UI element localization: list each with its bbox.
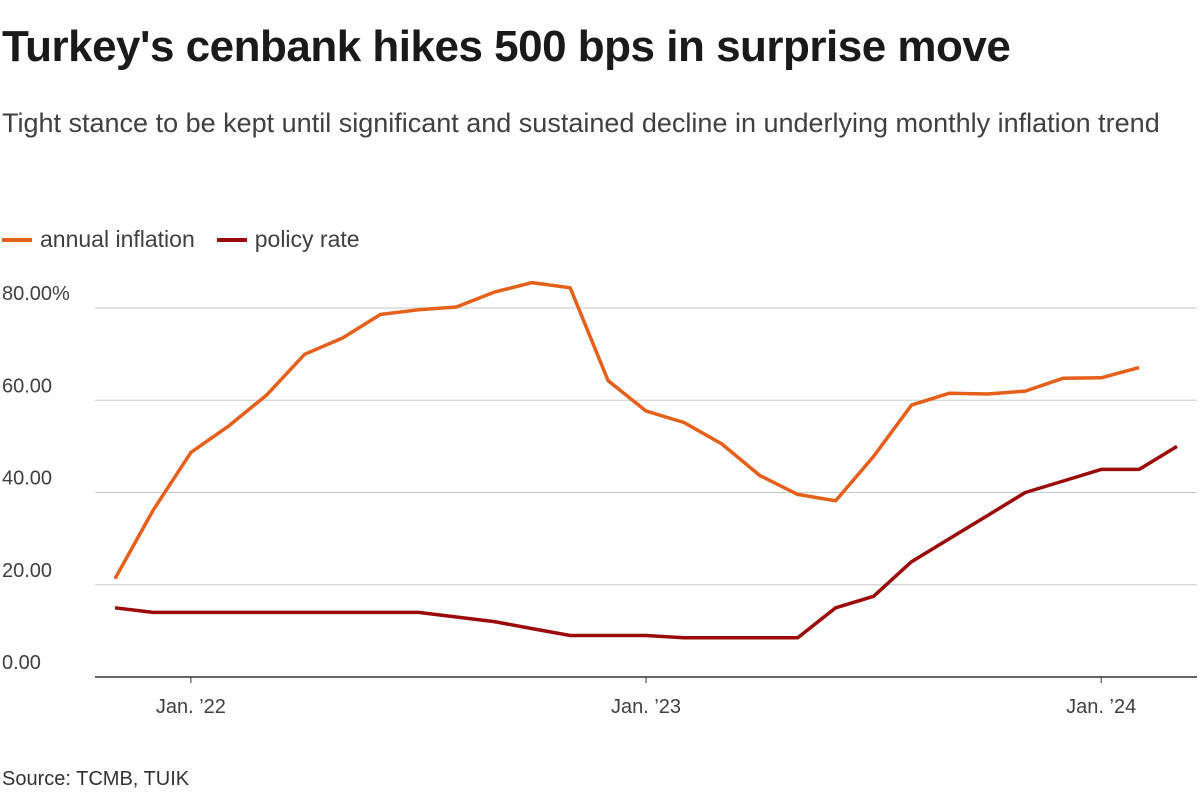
y-tick-label: 20.00 <box>2 560 52 582</box>
legend-label: annual inflation <box>40 226 195 252</box>
series-line-policy-rate <box>114 444 1178 640</box>
legend-swatch-annual-inflation <box>2 237 32 242</box>
x-tick-label: Jan. ’22 <box>156 696 226 718</box>
legend-item-annual-inflation: annual inflation <box>2 226 195 253</box>
legend-item-policy-rate: policy rate <box>216 226 360 253</box>
x-tick-label: Jan. ’23 <box>611 696 681 718</box>
chart-subtitle: Tight stance to be kept until significan… <box>2 108 1160 138</box>
legend-swatch-policy-rate <box>216 237 247 242</box>
y-tick-label: 40.00 <box>2 468 52 490</box>
legend: annual inflation policy rate <box>2 226 360 253</box>
y-tick-label: 60.00 <box>2 375 52 397</box>
source-note: Source: TCMB, TUIK <box>2 768 190 790</box>
y-tick-label: 0.00 <box>2 652 41 674</box>
series-line-annual-inflation <box>113 280 1140 580</box>
x-tick-label: Jan. ’24 <box>1066 696 1136 718</box>
chart-title: Turkey's cenbank hikes 500 bps in surpri… <box>2 22 1011 71</box>
y-tick-label: 80.00% <box>2 283 70 305</box>
legend-label: policy rate <box>254 226 360 252</box>
